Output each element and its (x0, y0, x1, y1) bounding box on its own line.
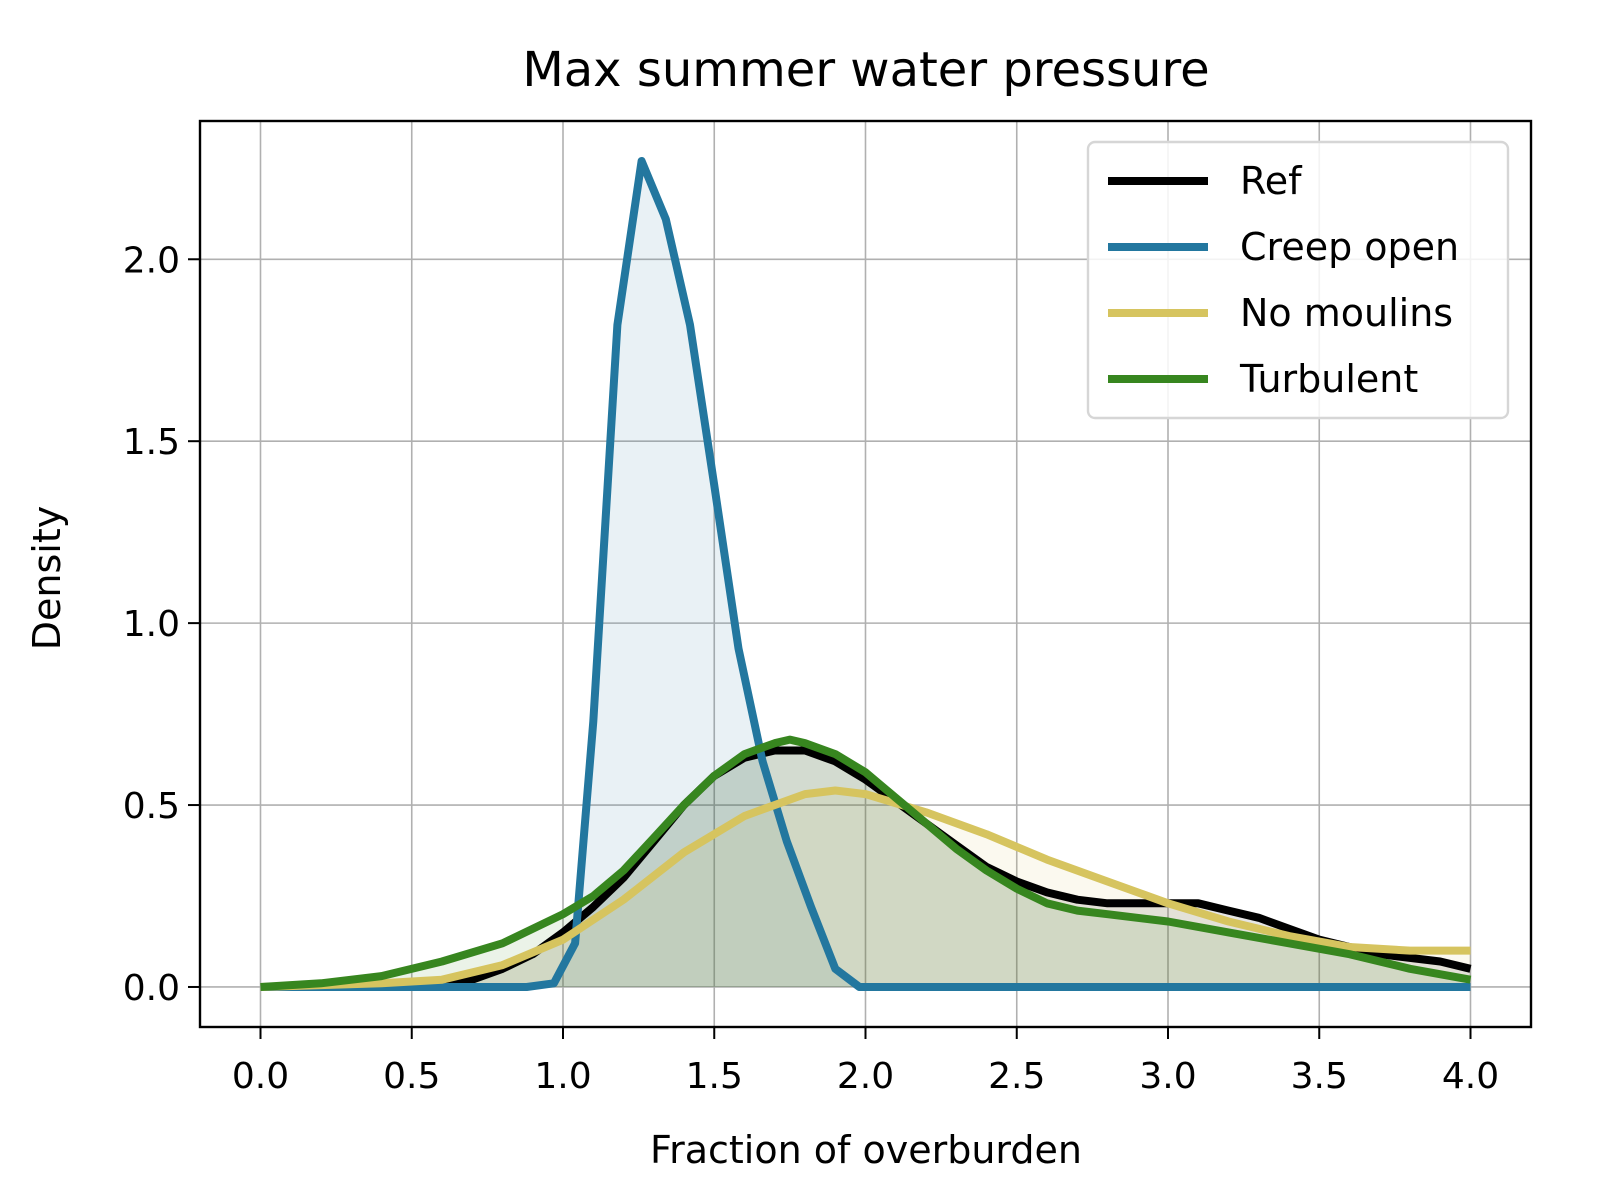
y-axis-label: Density (25, 506, 69, 650)
legend-label-turbulent: Turbulent (1239, 357, 1418, 401)
y-tick-label: 2.0 (123, 240, 180, 281)
y-tick-label: 0.5 (123, 786, 180, 827)
legend: Ref Creep open No moulins Turbulent (1086, 140, 1510, 420)
series-line-no-moulins (260, 786, 1471, 991)
series-lines (260, 157, 1472, 991)
legend-box (1086, 140, 1510, 420)
x-tick-label: 3.5 (1291, 1056, 1348, 1097)
legend-label-ref: Ref (1240, 159, 1303, 203)
series-line-creep-open (260, 157, 1471, 991)
x-tick-label: 0.0 (232, 1056, 289, 1097)
legend-label-creep-open: Creep open (1240, 225, 1459, 269)
x-tick-label: 4.0 (1442, 1056, 1499, 1097)
y-tick-label: 1.0 (123, 604, 180, 645)
chart-title: Max summer water pressure (522, 42, 1209, 98)
x-tick-label: 3.0 (1139, 1056, 1196, 1097)
x-axis-label: Fraction of overburden (650, 1128, 1082, 1172)
y-axis-ticks: 0.0 0.5 1.0 1.5 2.0 (123, 240, 200, 1009)
series-fill-ref (260, 750, 1471, 987)
x-tick-label: 2.0 (837, 1056, 894, 1097)
x-tick-label: 1.5 (686, 1056, 743, 1097)
x-tick-label: 0.5 (383, 1056, 440, 1097)
series-line-turbulent (260, 735, 1472, 991)
grid (200, 121, 1531, 1027)
x-axis-ticks: 0.0 0.5 1.0 1.5 2.0 2.5 3.0 3.5 4.0 (232, 1027, 1499, 1097)
y-tick-label: 1.5 (123, 422, 180, 463)
x-tick-label: 1.0 (534, 1056, 591, 1097)
series-fill-no-moulins (260, 790, 1471, 987)
x-tick-label: 2.5 (988, 1056, 1045, 1097)
legend-label-no-moulins: No moulins (1240, 291, 1453, 335)
y-tick-label: 0.0 (123, 968, 180, 1009)
